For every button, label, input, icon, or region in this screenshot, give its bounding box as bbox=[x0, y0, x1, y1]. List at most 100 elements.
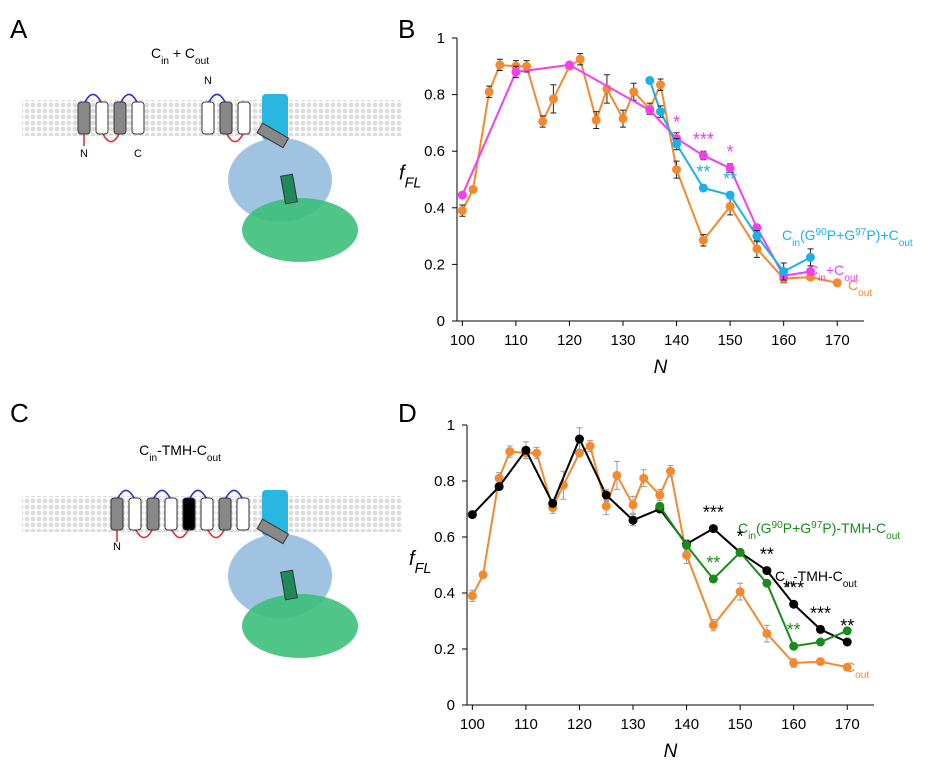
loop bbox=[170, 527, 190, 539]
point bbox=[467, 591, 477, 601]
x-tick-label: 110 bbox=[504, 332, 528, 349]
point bbox=[645, 105, 655, 115]
point bbox=[725, 163, 735, 173]
series-line bbox=[461, 63, 811, 277]
point bbox=[574, 434, 584, 444]
y-tick-label: 0.2 bbox=[424, 256, 445, 273]
loop bbox=[225, 131, 245, 143]
x-tick-label: 160 bbox=[771, 332, 796, 349]
x-tick-label: 100 bbox=[460, 716, 485, 733]
ribosome-small bbox=[242, 198, 358, 262]
series-label-part: out bbox=[844, 273, 858, 284]
point bbox=[708, 620, 718, 630]
nascent-helix bbox=[256, 122, 290, 149]
loop bbox=[152, 489, 172, 501]
point bbox=[815, 637, 825, 647]
series-label-part: in bbox=[785, 579, 793, 590]
diagram-title-part: -TMH-C bbox=[157, 442, 207, 458]
significance: ** bbox=[840, 616, 854, 636]
point bbox=[789, 641, 799, 651]
point bbox=[521, 445, 531, 455]
point bbox=[601, 490, 611, 500]
point bbox=[478, 570, 488, 580]
series-label: Cin+Cout bbox=[808, 262, 858, 284]
point bbox=[752, 223, 762, 233]
point bbox=[655, 501, 665, 511]
point bbox=[762, 578, 772, 588]
x-tick-label: 110 bbox=[514, 716, 538, 733]
point bbox=[495, 60, 505, 70]
y-tick-label: 0.4 bbox=[434, 585, 455, 602]
series-label-part: C bbox=[782, 227, 792, 243]
series-label-part: 90 bbox=[816, 227, 828, 238]
point bbox=[585, 441, 595, 451]
loop bbox=[119, 93, 139, 105]
x-tick-label: 140 bbox=[674, 716, 699, 733]
loop bbox=[188, 489, 208, 501]
nascent-domain bbox=[280, 173, 298, 205]
y-axis-label-part: FL bbox=[405, 176, 422, 192]
terminus-label: C bbox=[134, 148, 142, 160]
x-axis-label: N bbox=[654, 357, 668, 378]
point bbox=[629, 87, 639, 97]
point bbox=[762, 629, 772, 639]
helix bbox=[146, 497, 160, 531]
point bbox=[618, 114, 628, 124]
series-label-part: P+G bbox=[783, 520, 811, 536]
series-label-part: 97 bbox=[811, 520, 823, 531]
nascent-helix bbox=[256, 518, 290, 545]
point bbox=[655, 490, 665, 500]
point bbox=[575, 54, 585, 64]
point bbox=[532, 448, 542, 458]
point bbox=[805, 252, 815, 262]
point bbox=[628, 515, 638, 525]
helix bbox=[219, 101, 233, 135]
x-tick-label: 100 bbox=[450, 332, 475, 349]
helix bbox=[128, 497, 142, 531]
point bbox=[612, 470, 622, 480]
loop bbox=[116, 489, 136, 501]
point bbox=[725, 190, 735, 200]
y-tick-label: 0.8 bbox=[434, 473, 455, 490]
point bbox=[779, 266, 789, 276]
loop bbox=[206, 527, 226, 539]
series-label-part: C bbox=[775, 568, 785, 584]
helix bbox=[237, 101, 251, 135]
y-tick-label: 0 bbox=[437, 313, 445, 330]
series-label: Cin(G90P+G97P)-TMH-Cout bbox=[738, 520, 900, 542]
point bbox=[468, 184, 478, 194]
terminus-label: N bbox=[113, 541, 121, 553]
diagram-title-part: in bbox=[149, 453, 157, 464]
significance: *** bbox=[703, 503, 724, 523]
point bbox=[591, 115, 601, 125]
x-tick-label: 120 bbox=[567, 716, 592, 733]
y-axis-label-part: FL bbox=[415, 561, 432, 577]
point bbox=[698, 235, 708, 245]
point bbox=[574, 448, 584, 458]
series-label: Cin(G90P+G97P)+Cout bbox=[782, 227, 913, 249]
terminus-label: N bbox=[204, 75, 212, 87]
helix bbox=[131, 101, 145, 135]
series-label-part: (G bbox=[756, 520, 772, 536]
point bbox=[842, 662, 852, 672]
x-tick-label: 170 bbox=[835, 716, 860, 733]
diagram-title-part: out bbox=[195, 56, 209, 67]
series-label: Cout bbox=[848, 277, 872, 299]
point bbox=[628, 500, 638, 510]
significance: * bbox=[737, 526, 744, 546]
point bbox=[815, 624, 825, 634]
series-label: Cin-TMH-Cout bbox=[775, 568, 857, 590]
helix bbox=[236, 497, 250, 531]
y-tick-label: 0.6 bbox=[424, 143, 445, 160]
point bbox=[735, 547, 745, 557]
y-tick-label: 0.6 bbox=[434, 529, 455, 546]
point bbox=[656, 107, 665, 117]
x-tick-label: 140 bbox=[664, 332, 689, 349]
significance: * bbox=[673, 112, 680, 132]
loop bbox=[83, 93, 103, 105]
point bbox=[682, 550, 692, 560]
helix bbox=[182, 497, 196, 531]
point bbox=[789, 599, 799, 609]
series-label-part: out bbox=[843, 579, 857, 590]
